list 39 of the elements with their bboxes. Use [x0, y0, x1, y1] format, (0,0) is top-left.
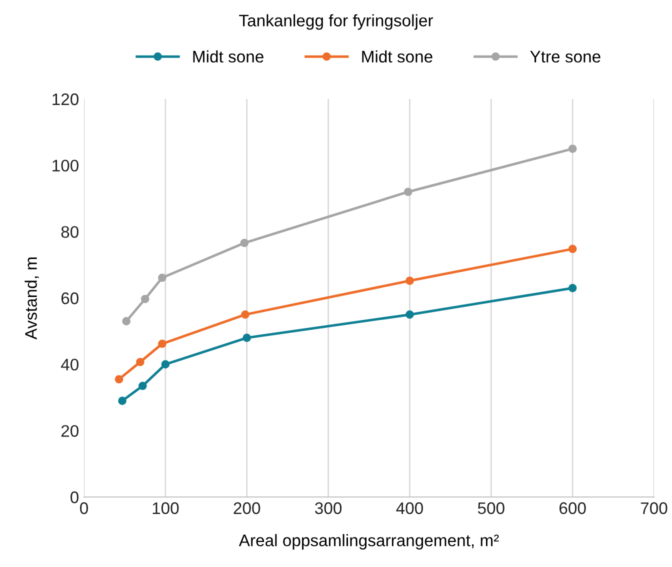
x-tick-label: 700: [640, 502, 668, 514]
point: [406, 310, 414, 319]
point: [404, 188, 412, 196]
point: [136, 358, 144, 366]
y-tick-label: 120: [52, 93, 78, 106]
y-tick-label: 100: [52, 160, 78, 172]
point: [158, 274, 166, 282]
y-tick-label: 20: [61, 425, 78, 437]
point: [122, 317, 131, 326]
x-tick-label: 500: [478, 502, 504, 514]
y-tick-label: 40: [60, 358, 78, 371]
x-tick-label: 300: [315, 502, 342, 514]
point: [241, 310, 250, 319]
legend-label: Ytre sone: [530, 50, 600, 63]
x-tick-label: 200: [234, 502, 260, 514]
point: [138, 382, 147, 390]
point: [140, 294, 150, 304]
point: [568, 244, 577, 254]
y-tick-label: 80: [61, 226, 78, 238]
x-tick-label: 0: [80, 502, 88, 514]
x-axis-title: Areal oppsamlingsarrangement, m²: [238, 534, 499, 550]
point: [118, 396, 126, 405]
y-axis-title: Avstand, m: [24, 258, 39, 340]
chart-title: Tankanlegg for fyringsoljer: [239, 14, 433, 30]
y-tick-label: 0: [70, 491, 78, 504]
x-tick-label: 600: [560, 502, 586, 514]
point: [242, 334, 252, 342]
point: [158, 340, 166, 348]
x-tick-label: 400: [396, 502, 423, 514]
x-tick-label: 100: [152, 502, 179, 514]
legend-label: Midt sone: [193, 50, 264, 63]
point: [161, 360, 170, 368]
point: [568, 144, 577, 153]
point: [240, 238, 249, 248]
point: [114, 375, 124, 384]
y-tick-label: 60: [61, 292, 78, 304]
point: [568, 284, 577, 292]
point: [406, 276, 414, 285]
legend-label: Midt sone: [362, 50, 432, 63]
